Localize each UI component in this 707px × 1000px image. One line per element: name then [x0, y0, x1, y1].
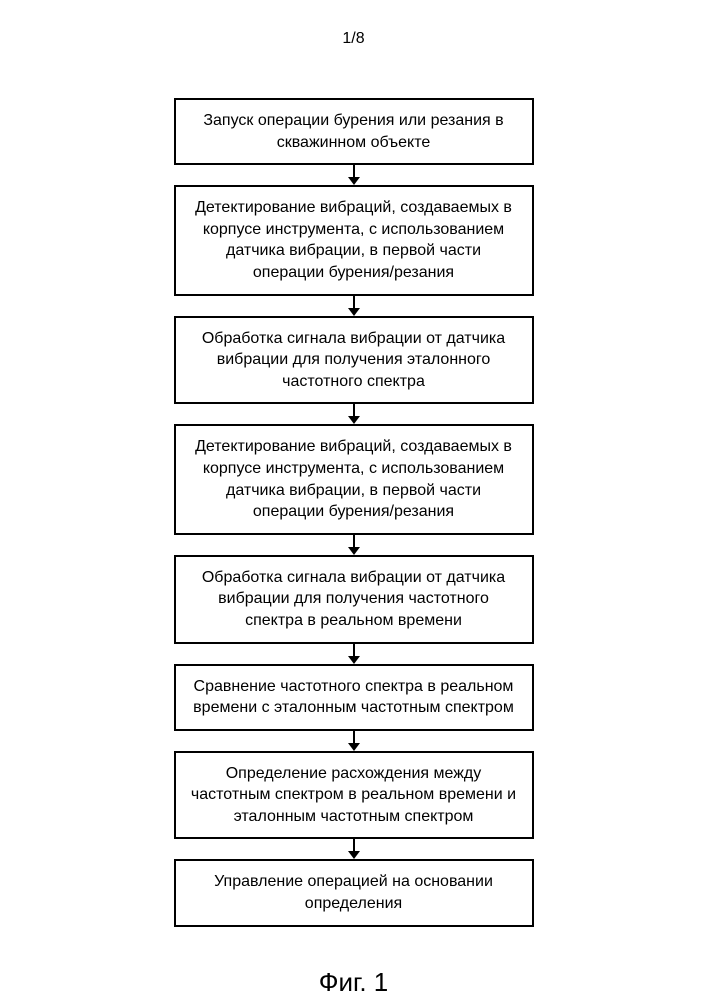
arrow-down-icon	[348, 839, 360, 859]
flow-node-1: Запуск операции бурения или резания в ск…	[174, 98, 534, 165]
flow-node-8: Управление операцией на основании опреде…	[174, 859, 534, 926]
arrow-down-icon	[348, 535, 360, 555]
flow-node-3: Обработка сигнала вибрации от датчика ви…	[174, 316, 534, 405]
arrow-down-icon	[348, 644, 360, 664]
figure-caption: Фиг. 1	[0, 967, 707, 998]
arrow-down-icon	[348, 404, 360, 424]
flow-node-4: Детектирование вибраций, создаваемых в к…	[174, 424, 534, 534]
flowchart: Запуск операции бурения или резания в ск…	[164, 98, 544, 927]
arrow-down-icon	[348, 165, 360, 185]
arrow-down-icon	[348, 296, 360, 316]
arrow-down-icon	[348, 731, 360, 751]
flow-node-6: Сравнение частотного спектра в реальном …	[174, 664, 534, 731]
flow-node-2: Детектирование вибраций, создаваемых в к…	[174, 185, 534, 295]
flow-node-5: Обработка сигнала вибрации от датчика ви…	[174, 555, 534, 644]
page: 1/8 Запуск операции бурения или резания …	[0, 0, 707, 1000]
page-number: 1/8	[0, 30, 707, 48]
flow-node-7: Определение расхождения между частотным …	[174, 751, 534, 840]
